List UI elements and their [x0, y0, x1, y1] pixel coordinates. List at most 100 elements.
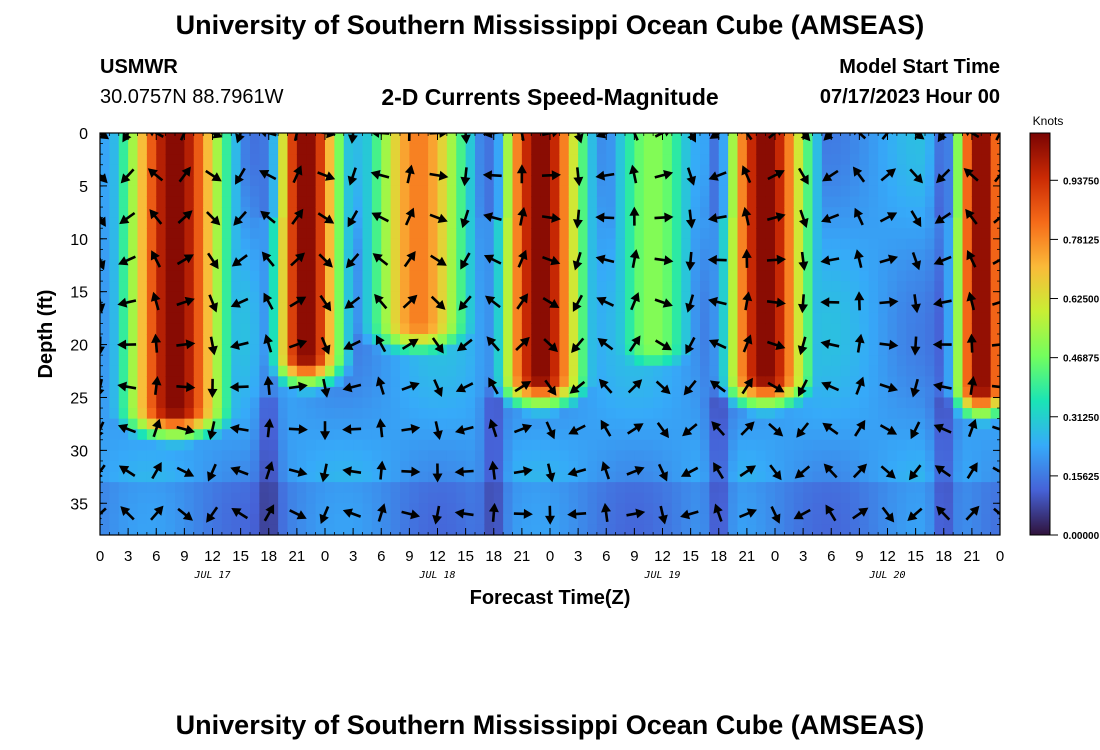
heatmap-cell	[606, 164, 617, 176]
heatmap-cell	[793, 228, 804, 240]
heatmap-cell	[568, 312, 579, 325]
heatmap-cell	[400, 503, 410, 515]
heatmap-cell	[146, 217, 157, 229]
heatmap-cell	[540, 397, 551, 409]
heatmap-cell	[146, 344, 157, 356]
heatmap-cell	[531, 439, 542, 451]
heatmap-cell	[268, 312, 279, 325]
heatmap-cell	[456, 281, 467, 293]
heatmap-cell	[587, 386, 598, 399]
heatmap-cell	[306, 185, 317, 198]
heatmap-cell	[962, 450, 973, 462]
heatmap-cell	[850, 344, 860, 356]
heatmap-cell	[550, 143, 560, 155]
heatmap-cell	[971, 334, 982, 346]
heatmap-cell	[971, 185, 982, 198]
heatmap-cell	[109, 217, 120, 229]
heatmap-cell	[184, 492, 195, 504]
heatmap-cell	[615, 185, 626, 198]
heatmap-cell	[896, 482, 907, 494]
heatmap-cell	[128, 196, 139, 208]
heatmap-cell	[531, 238, 542, 250]
heatmap-cell	[484, 323, 495, 335]
heatmap-cell	[231, 207, 242, 219]
heatmap-cell	[325, 386, 335, 399]
heatmap-cell	[775, 281, 785, 293]
heatmap-cell	[784, 408, 795, 420]
heatmap-cell	[662, 482, 673, 494]
heatmap-cell	[934, 281, 945, 293]
heatmap-cell	[156, 312, 167, 325]
heatmap-cell	[531, 524, 542, 535]
heatmap-cell	[381, 450, 392, 462]
heatmap-cell	[934, 312, 945, 325]
current-vector	[768, 422, 784, 437]
heatmap-cell	[362, 238, 373, 250]
heatmap-cell	[475, 238, 485, 250]
heatmap-cell	[353, 450, 364, 462]
heatmap-cell	[765, 471, 776, 483]
heatmap-cell	[718, 228, 729, 240]
heatmap-cell	[446, 397, 457, 409]
heatmap-cell	[184, 196, 195, 208]
heatmap-cell	[456, 492, 467, 504]
current-vector	[629, 249, 640, 269]
heatmap-cell	[906, 524, 917, 535]
colorbar-tick-label: 0.78125	[1063, 235, 1100, 246]
heatmap-cell	[268, 238, 279, 250]
heatmap-cell	[681, 334, 692, 346]
heatmap-cell	[240, 408, 251, 420]
heatmap-cell	[915, 492, 926, 504]
heatmap-cell	[662, 249, 673, 261]
heatmap-cell	[231, 249, 242, 261]
heatmap-cell	[118, 386, 129, 399]
heatmap-cell	[287, 471, 298, 483]
heatmap-cell	[268, 228, 279, 240]
heatmap-cell	[446, 524, 457, 535]
heatmap-cell	[925, 429, 935, 441]
heatmap-cell	[109, 154, 120, 166]
current-vector	[936, 168, 951, 184]
heatmap-cell	[615, 365, 626, 377]
heatmap-cell	[578, 302, 589, 314]
heatmap-cell	[521, 365, 532, 377]
heatmap-cell	[315, 228, 326, 240]
y-tick-label: 20	[70, 338, 88, 355]
heatmap-cell	[868, 386, 879, 399]
heatmap-cell	[962, 408, 973, 420]
heatmap-cell	[446, 334, 457, 346]
heatmap-cell	[653, 450, 664, 462]
current-vector	[965, 208, 978, 225]
heatmap-cell	[493, 196, 504, 208]
heatmap-cell	[184, 344, 195, 356]
heatmap-cell	[362, 365, 373, 377]
heatmap-cell	[859, 270, 870, 282]
heatmap-cell	[437, 228, 448, 240]
heatmap-cell	[596, 439, 607, 451]
heatmap-cell	[746, 249, 757, 261]
heatmap-cell	[671, 238, 682, 250]
heatmap-cell	[390, 418, 401, 430]
heatmap-cell	[212, 418, 223, 430]
heatmap-cell	[803, 386, 814, 399]
heatmap-cell	[484, 312, 495, 325]
heatmap-cell	[306, 482, 317, 494]
heatmap-cell	[137, 270, 148, 282]
heatmap-cell	[662, 492, 673, 504]
heatmap-cell	[840, 270, 851, 282]
heatmap-cell	[981, 291, 992, 303]
heatmap-cell	[400, 133, 410, 145]
heatmap-cell	[287, 196, 298, 208]
heatmap-cell	[887, 143, 898, 155]
heatmap-cell	[925, 492, 935, 504]
heatmap-cell	[718, 291, 729, 303]
heatmap-cell	[868, 429, 879, 441]
x-axis: 0 3 6 9 12 15 18 21 0 3 6 9 12 15 18 21 0 3 6 9 12 15 18 21 0 3 6 9…	[96, 133, 1004, 581]
heatmap-cell	[737, 450, 748, 462]
heatmap-cell	[812, 302, 823, 314]
heatmap-cell	[240, 429, 251, 441]
heatmap-cell	[250, 196, 260, 208]
heatmap-cell	[756, 207, 767, 219]
heatmap-cell	[512, 312, 523, 325]
heatmap-cell	[484, 503, 495, 515]
